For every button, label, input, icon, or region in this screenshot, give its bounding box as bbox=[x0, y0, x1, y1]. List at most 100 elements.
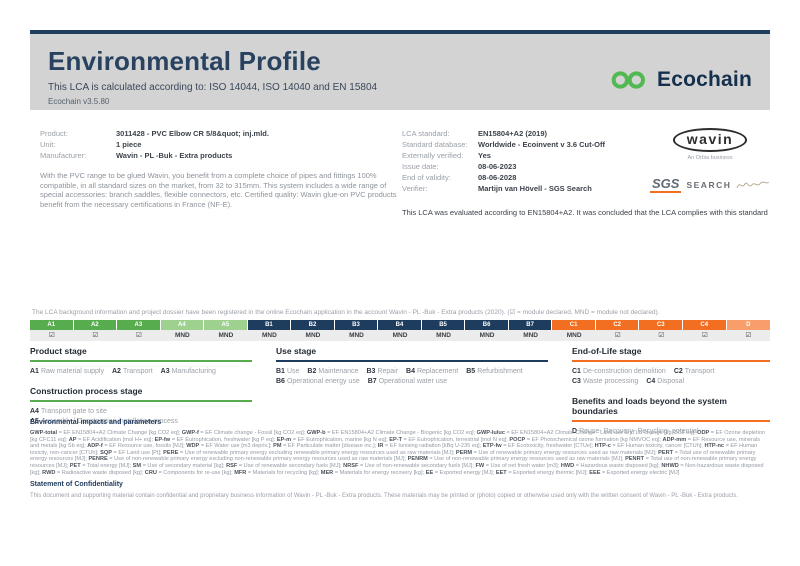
product-info-label: Product: bbox=[40, 129, 68, 138]
wavin-logo: wavin bbox=[672, 128, 748, 152]
legend-abbreviation: ADP-mm bbox=[662, 436, 687, 443]
ecochain-logo: Ecochain bbox=[609, 60, 752, 100]
product-info-row: Unit: 1 piece bbox=[40, 139, 402, 150]
module-column: A4 MND bbox=[160, 320, 205, 341]
stage-item: C2 Transport bbox=[673, 368, 715, 375]
legend-section: Environmental impacts and parameters GWP… bbox=[30, 419, 770, 476]
stage-item-code: A4 bbox=[30, 408, 39, 415]
lca-info-row: LCA standard: EN15804+A2 (2019) bbox=[402, 128, 650, 139]
module-column: C4 ☑ bbox=[682, 320, 727, 341]
stage-items: A4 Transport gate to site A5 Assembly / Con… bbox=[30, 407, 252, 427]
legend-abbreviation: HWD bbox=[560, 462, 575, 469]
module-code: C4 bbox=[682, 320, 727, 330]
legend-abbreviation: PET bbox=[69, 462, 81, 469]
product-description: With the PVC range to be glued Wavin, yo… bbox=[40, 171, 397, 209]
lca-info-row: End of validity: 08-06-2028 bbox=[402, 172, 650, 183]
stage-item: B6 Operational energy use bbox=[276, 378, 360, 385]
stage-group: End-of-Life stage C1 De-construction demol… bbox=[572, 346, 770, 387]
stage-group: Product stage A1 Raw material supply A2 Tran… bbox=[30, 346, 252, 377]
stage-group: Benefits and loads beyond the system bou… bbox=[572, 396, 770, 437]
document-header: Environmental Profile This LCA is calcul… bbox=[30, 30, 770, 110]
module-column: A2 ☑ bbox=[73, 320, 118, 341]
legend-abbreviation: RSF bbox=[226, 462, 238, 469]
legend-abbreviation: PERE bbox=[163, 449, 179, 456]
module-status: MND bbox=[204, 330, 248, 341]
module-status: ☑ bbox=[639, 330, 683, 341]
module-code: A4 bbox=[160, 320, 205, 330]
legend-text: GWP-total = EF EN15804+A2 Climate Change… bbox=[30, 430, 766, 476]
stage-item-code: A5 bbox=[30, 418, 39, 425]
legend-abbreviation: IR bbox=[377, 443, 384, 450]
legend-abbreviation: GWP-total bbox=[30, 430, 58, 436]
stages-section: Product stage A1 Raw material supply A2 Tran… bbox=[30, 346, 770, 446]
module-code: D bbox=[726, 320, 771, 330]
lca-info-row: Verifier: Martijn van Hövell - SGS Search bbox=[402, 183, 650, 194]
module-status: MND bbox=[334, 330, 379, 341]
product-info-row: Manufacturer: Wavin - PL -Buk - Extra pro… bbox=[40, 150, 402, 161]
stage-item: B2 Maintenance bbox=[307, 368, 359, 375]
legend-abbreviation: POCP bbox=[509, 436, 526, 443]
module-column: B6 MND bbox=[465, 320, 509, 341]
lca-info-label: Externally verified: bbox=[402, 151, 464, 160]
product-info-block: Product: 3011428 - PVC Elbow CR 5/8&quot;… bbox=[40, 128, 402, 217]
header-version: Ecochain v3.5.80 bbox=[48, 97, 110, 106]
module-column: B7 MND bbox=[508, 320, 553, 341]
module-status: ☑ bbox=[30, 330, 74, 341]
stage-items: D Reuse- Recovery- Recycling- potential bbox=[572, 427, 770, 437]
legend-abbreviation: PERT bbox=[658, 449, 674, 456]
stage-heading: Product stage bbox=[30, 346, 252, 362]
stage-item: C4 Disposal bbox=[646, 378, 685, 385]
module-status: MND bbox=[421, 330, 466, 341]
registration-note: The LCA background information and proje… bbox=[32, 309, 660, 316]
module-column: D ☑ bbox=[726, 320, 771, 341]
legend-heading: Environmental impacts and parameters bbox=[30, 419, 162, 426]
legend-abbreviation: PENRE bbox=[88, 456, 108, 463]
module-status: ☑ bbox=[117, 330, 161, 341]
legend-abbreviation: ODP bbox=[697, 430, 710, 436]
product-info-rows: Product: 3011428 - PVC Elbow CR 5/8&quot;… bbox=[40, 128, 402, 161]
product-info-value: 3011428 - PVC Elbow CR 5/8&quot; inj.mld… bbox=[116, 129, 269, 138]
lca-info-label: LCA standard: bbox=[402, 129, 450, 138]
module-status: ☑ bbox=[595, 330, 640, 341]
module-code: C3 bbox=[639, 320, 683, 330]
legend-abbreviation: EEE bbox=[589, 469, 601, 476]
stage-item-code: B6 bbox=[276, 378, 285, 385]
stage-item-code: B5 bbox=[466, 368, 476, 375]
module-code: A2 bbox=[73, 320, 118, 330]
confidentiality-section: Statement of Confidentiality This docume… bbox=[30, 481, 770, 500]
module-column: B1 MND bbox=[247, 320, 292, 341]
legend-abbreviation: NRSF bbox=[343, 462, 359, 469]
module-code: A3 bbox=[117, 320, 161, 330]
lca-info-value: 08-06-2028 bbox=[478, 173, 517, 182]
module-column: B5 MND bbox=[421, 320, 466, 341]
product-info-value: 1 piece bbox=[116, 140, 142, 149]
module-status: MND bbox=[552, 330, 596, 341]
stage-item: B1 Use bbox=[276, 368, 300, 375]
module-status: MND bbox=[291, 330, 335, 341]
product-info-row: Product: 3011428 - PVC Elbow CR 5/8&quot;… bbox=[40, 128, 402, 139]
module-code: B4 bbox=[378, 320, 422, 330]
lca-info-row: Issue date: 08-06-2023 bbox=[402, 161, 650, 172]
stage-item: C1 De-construction demolition bbox=[572, 368, 666, 375]
stage-heading: Use stage bbox=[276, 346, 548, 362]
module-status: MND bbox=[160, 330, 205, 341]
stage-item: A3 Manufacturing bbox=[160, 368, 216, 375]
legend-abbreviation: NHWD bbox=[661, 462, 679, 469]
stage-group: Use stage B1 Use B2 Maintenance B3 Repair B4 Rep… bbox=[276, 346, 548, 387]
module-status: MND bbox=[465, 330, 509, 341]
legend-abbreviation: GWP-b bbox=[306, 430, 326, 436]
evaluation-statement: This LCA was evaluated according to EN15… bbox=[402, 208, 768, 217]
stage-item: B3 Repair bbox=[366, 368, 399, 375]
legend-abbreviation: WDP bbox=[186, 443, 200, 450]
lca-info-value: EN15804+A2 (2019) bbox=[478, 129, 548, 138]
module-column: B3 MND bbox=[334, 320, 379, 341]
module-code: C1 bbox=[552, 320, 596, 330]
legend-abbreviation: ADP-f bbox=[87, 443, 103, 450]
stage-item-code: C2 bbox=[673, 368, 683, 375]
module-code: A1 bbox=[30, 320, 74, 330]
sgs-logo: SGS bbox=[650, 176, 682, 193]
module-status: ☑ bbox=[73, 330, 118, 341]
legend-abbreviation: CRU bbox=[144, 469, 157, 476]
legend-abbreviation: MFR bbox=[234, 469, 247, 476]
product-info-label: Unit: bbox=[40, 140, 56, 149]
